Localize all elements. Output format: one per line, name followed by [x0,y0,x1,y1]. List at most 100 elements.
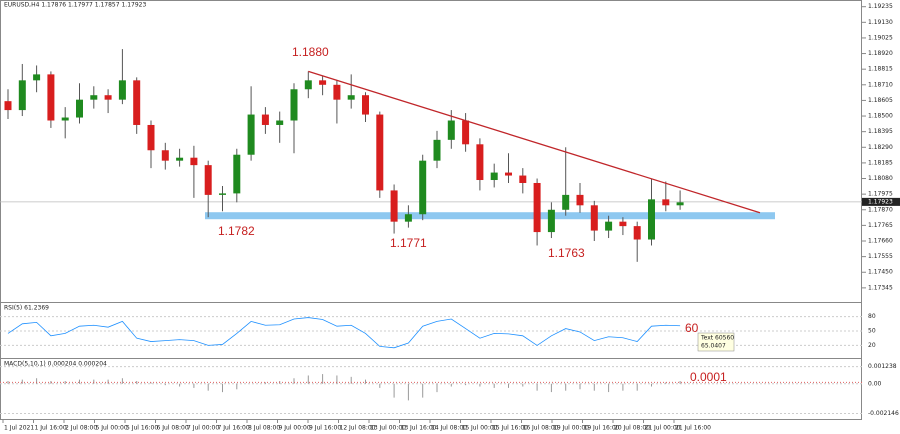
y-tick-label: 1.18605 [868,97,893,104]
x-tick-label: 7 Jul 16:00 [218,425,250,432]
x-tick-label: 20 Jul 08:00 [614,425,650,432]
candle-body [147,124,155,151]
candle-body [362,95,369,115]
candle-body [176,157,184,161]
y-tick-label: 1.17870 [868,206,893,213]
x-tick-label: 12 Jul 08:00 [340,425,376,432]
candle-body [304,80,312,90]
candle-body [447,120,455,140]
y-tick-label: 1.18815 [868,66,893,73]
y-tick-label: 1.19025 [868,34,893,41]
y-tick-label: 1.17765 [868,222,893,229]
candle-body [219,193,226,195]
candle-body [276,120,284,125]
candle-body [419,160,427,215]
indicator-title: MACD(5,10,1) 0.000204 0.000204 [4,361,107,368]
chart-title: EURUSD,H4 1.17876 1.17977 1.17857 1.1792… [4,2,146,9]
candle-body [190,157,198,166]
candle-body [233,154,241,194]
candle-body [433,139,441,161]
y-tick-label: 1.18185 [868,159,893,166]
candle-body [519,175,527,183]
x-tick-label: 5 Jul 16:00 [126,425,158,432]
y-tick-label: 0.001238 [868,363,897,370]
candle-body [61,117,69,121]
y-tick-label: 50 [868,328,876,335]
candle-body [404,214,412,222]
x-tick-label: 21 Jul 00:00 [645,425,681,432]
candle-body [562,194,570,210]
x-tick-label: 9 Jul 16:00 [309,425,341,432]
candle-body [4,101,12,111]
x-tick-label: 7 Jul 00:00 [187,425,219,432]
candle-body [118,80,126,100]
frame [0,0,862,420]
x-tick-label: 15 Jul 00:00 [462,425,498,432]
current-price-box [862,197,900,206]
candle-body [547,209,555,233]
price-annotation: 1.1782 [218,224,255,238]
candle-body [204,165,212,195]
x-tick-label: 13 Jul 16:00 [401,425,437,432]
candle-body [533,182,541,233]
candle-body [648,199,655,240]
candle-body [76,99,83,118]
current-price-label: 1.17923 [868,198,893,205]
candle-body [390,190,398,222]
rsi-annotation: 60 [685,321,699,335]
tooltip-box [697,332,735,352]
x-tick-label: 6 Jul 08:00 [157,425,189,432]
candle-body [261,114,269,125]
candle-body [605,221,613,231]
candle-body [133,80,141,125]
y-tick-label: 1.17975 [868,191,893,198]
y-tick-label: 1.18395 [868,128,893,135]
x-tick-label: 14 Jul 08:00 [431,425,467,432]
price-annotation: 1.1771 [390,236,427,250]
tooltip-text: Text 60560 [700,335,734,342]
rsi-line [7,317,681,349]
y-tick-label: 1.17345 [868,284,893,291]
trendline [308,70,761,214]
candle-body [47,74,55,121]
y-tick-label: 1.17660 [868,238,893,245]
candle-body [90,95,98,100]
y-tick-label: 0.00 [868,380,882,387]
x-tick-label: 15 Jul 16:00 [492,425,528,432]
candle-body [333,84,341,100]
candle-body [347,95,355,100]
candle-body [505,172,512,176]
candle-body [619,221,627,227]
candle-body [576,194,584,206]
y-tick-label: 1.17450 [868,269,893,276]
x-tick-label: 19 Jul 16:00 [584,425,620,432]
x-tick-label: 8 Jul 08:00 [248,425,280,432]
y-tick-label: 1.18290 [868,144,893,151]
y-tick-label: 1.18710 [868,81,893,88]
y-tick-label: -0.002146 [868,410,899,417]
x-tick-label: 16 Jul 08:00 [523,425,559,432]
y-tick-label: 1.19235 [868,3,893,10]
candle-body [104,95,112,100]
candle-body [161,150,169,161]
candle-body [633,226,641,240]
price-annotation: 1.1880 [292,45,329,59]
y-tick-label: 1.18500 [868,113,893,120]
support-zone [205,212,775,220]
macd-annotation: 0.0001 [690,370,727,384]
candle-body [590,205,598,231]
x-tick-label: 2 Jul 08:00 [65,425,97,432]
candle-body [33,74,41,81]
x-tick-label: 13 Jul 00:00 [370,425,406,432]
y-tick-label: 20 [868,342,876,349]
y-tick-label: 1.18080 [868,175,893,182]
candle-body [676,202,684,206]
indicator-title: RSI(5) 61.2369 [4,305,49,312]
candle-body [319,80,327,85]
candle-body [490,172,498,181]
x-tick-label: 9 Jul 00:00 [279,425,311,432]
candle-body [462,120,470,145]
x-tick-label: 5 Jul 00:00 [96,425,128,432]
candle-body [376,114,384,191]
